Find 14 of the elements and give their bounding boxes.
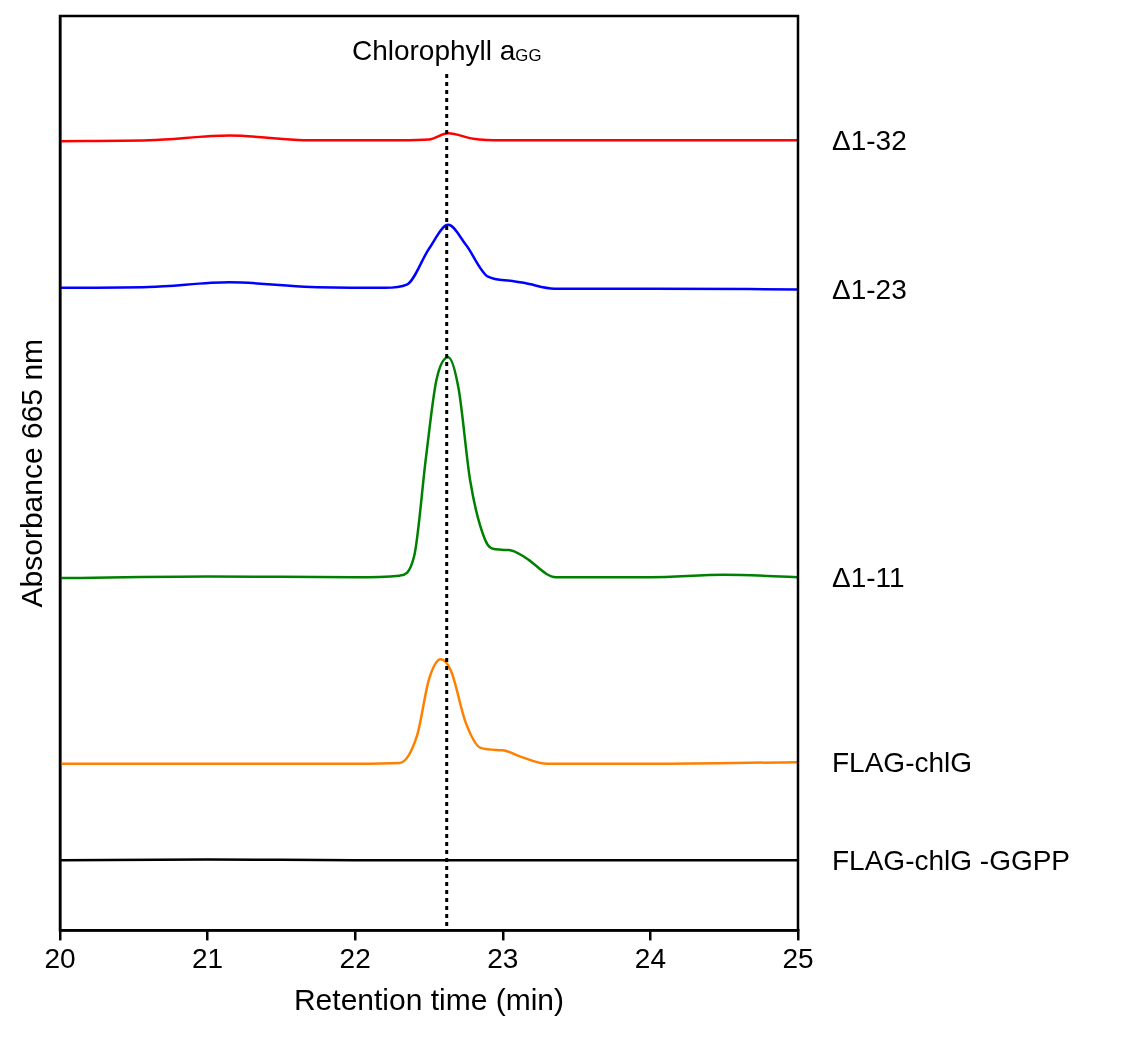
series-label: Δ1-11 bbox=[832, 562, 905, 594]
x-tick-label: 22 bbox=[339, 942, 371, 974]
x-tick-label: 21 bbox=[192, 942, 224, 974]
y-axis-title: Absorbance 665 nm bbox=[15, 338, 49, 608]
x-tick-label: 25 bbox=[782, 942, 814, 974]
series-label: FLAG-chlG -GGPP bbox=[832, 845, 1071, 877]
series-label: FLAG-chlG bbox=[832, 747, 973, 779]
series-label: Δ1-32 bbox=[832, 125, 907, 157]
ref-line-label: Chlorophyll aGG bbox=[351, 35, 542, 66]
x-tick-label: 23 bbox=[487, 942, 519, 974]
x-tick-label: 20 bbox=[44, 942, 76, 974]
x-axis-title: Retention time (min) bbox=[293, 983, 565, 1017]
series-label: Δ1-23 bbox=[832, 274, 907, 306]
x-tick-label: 24 bbox=[634, 942, 666, 974]
